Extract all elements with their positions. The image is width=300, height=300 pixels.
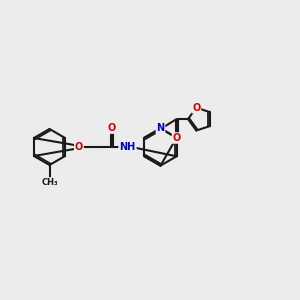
Text: O: O — [172, 133, 181, 143]
Text: O: O — [75, 142, 83, 152]
Text: NH: NH — [119, 142, 136, 152]
Text: N: N — [156, 123, 165, 134]
Text: O: O — [192, 103, 200, 113]
Text: O: O — [108, 123, 116, 133]
Text: NH: NH — [119, 142, 136, 152]
Text: CH₃: CH₃ — [41, 178, 58, 187]
